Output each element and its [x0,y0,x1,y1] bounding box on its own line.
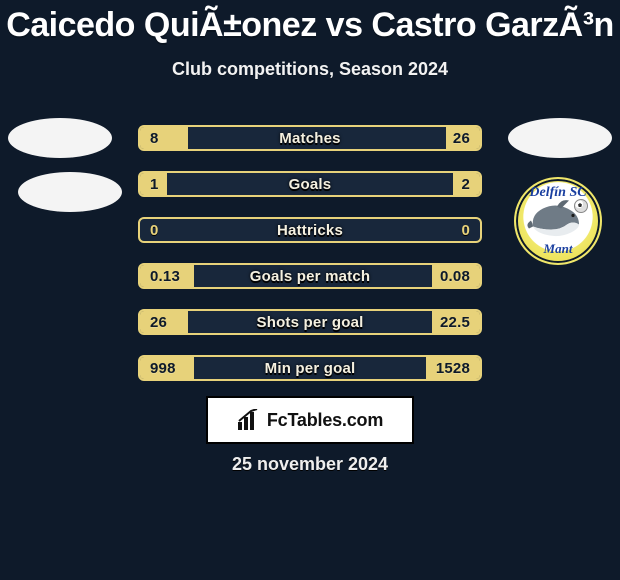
club-badge-right: Delfín SC Mant [514,177,602,265]
stat-row: 1Goals2 [138,171,482,197]
stat-label: Goals per match [140,265,480,287]
page-subtitle: Club competitions, Season 2024 [0,59,620,80]
stats-container: 8Matches26 1Goals2 0Hattricks0 0.13Goals pe… [138,125,482,401]
stat-value-right: 0.08 [440,265,470,287]
player-left-avatar-2 [18,172,122,212]
club-badge-bottom-text: Mant [516,241,600,257]
stat-label: Shots per goal [140,311,480,333]
stat-label: Min per goal [140,357,480,379]
player-right-avatar-1 [508,118,612,158]
stat-label: Hattricks [140,219,480,241]
soccer-ball-icon [574,199,588,213]
stat-value-right: 2 [461,173,470,195]
fctables-logo-icon [237,409,261,431]
stat-value-right: 22.5 [440,311,470,333]
stat-value-right: 1528 [436,357,470,379]
stat-label: Goals [140,173,480,195]
page-title: Caicedo QuiÃ±onez vs Castro GarzÃ³n [0,0,620,45]
stat-row: 8Matches26 [138,125,482,151]
brand-text: FcTables.com [267,410,383,431]
player-left-avatar-1 [8,118,112,158]
stat-row: 998Min per goal1528 [138,355,482,381]
stat-row: 0Hattricks0 [138,217,482,243]
stat-row: 0.13Goals per match0.08 [138,263,482,289]
stat-row: 26Shots per goal22.5 [138,309,482,335]
stat-value-right: 26 [453,127,470,149]
brand-box: FcTables.com [206,396,414,444]
date-text: 25 november 2024 [0,454,620,475]
stat-label: Matches [140,127,480,149]
comparison-card: Caicedo QuiÃ±onez vs Castro GarzÃ³n Club… [0,0,620,580]
stat-value-right: 0 [461,219,470,241]
